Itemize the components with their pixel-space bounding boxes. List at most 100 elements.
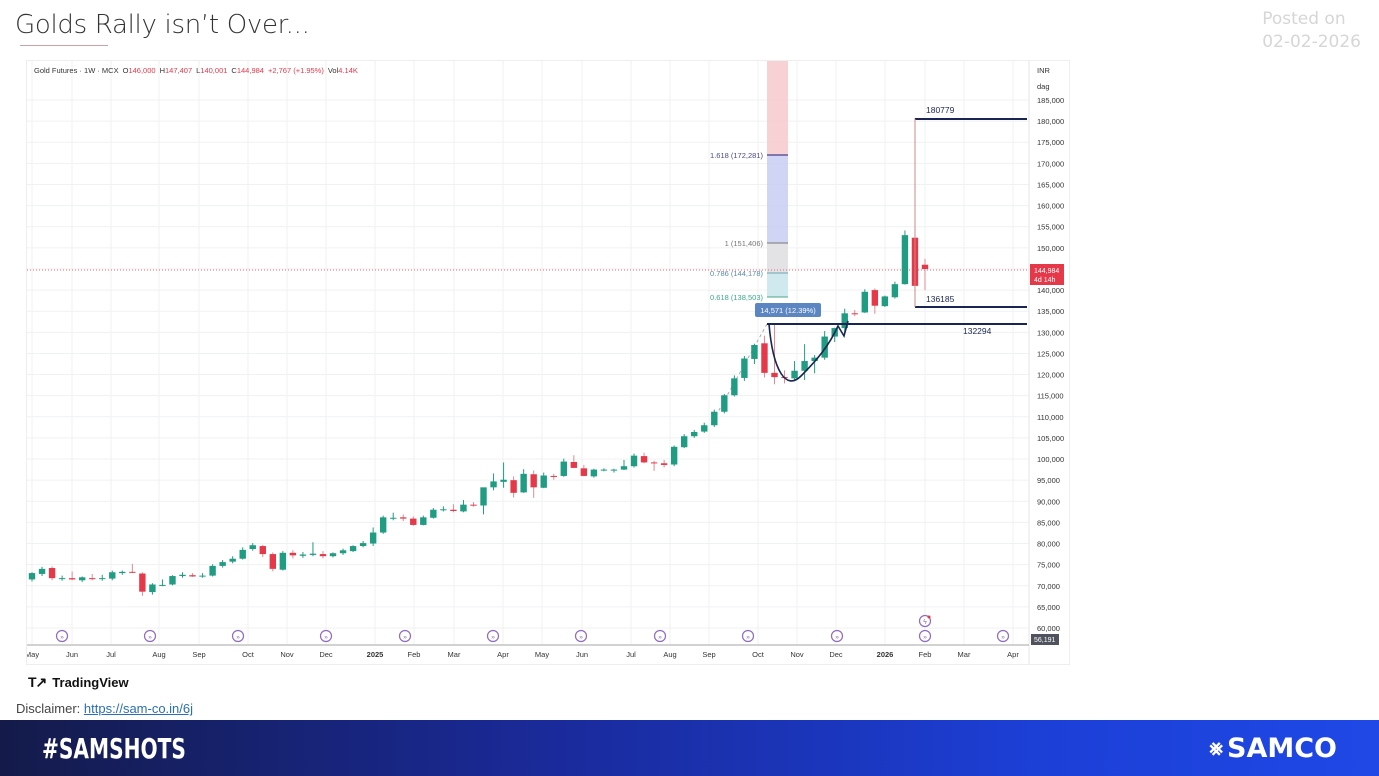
svg-text:155,000: 155,000 xyxy=(1037,223,1064,232)
svg-text:»: » xyxy=(835,634,839,641)
page-title: Golds Rally isn’t Over... xyxy=(15,10,310,40)
tradingview-label: TradingView xyxy=(52,675,129,690)
posted-label: Posted on xyxy=(1262,9,1346,29)
event-marker-icon xyxy=(830,629,844,643)
chart-grid xyxy=(27,61,1029,645)
svg-text:ϟ: ϟ xyxy=(923,619,927,626)
svg-text:Dec: Dec xyxy=(319,650,333,659)
samco-mark-icon: ⨳ xyxy=(1209,736,1224,761)
disclaimer-link[interactable]: https://sam-co.in/6j xyxy=(83,701,194,716)
svg-text:Sep: Sep xyxy=(192,650,205,659)
svg-text:160,000: 160,000 xyxy=(1037,202,1064,211)
footer-banner: #SAMSHOTS ⨳ SAMCO xyxy=(0,720,1379,776)
svg-text:95,000: 95,000 xyxy=(1037,476,1060,485)
svg-text:Jun: Jun xyxy=(576,650,588,659)
svg-text:180,000: 180,000 xyxy=(1037,117,1064,126)
legend-change: +2,767 (+1.95%) xyxy=(268,66,324,75)
legend-open: 146,000 xyxy=(128,66,155,75)
svg-text:Nov: Nov xyxy=(280,650,294,659)
measure-label: 14,571 (12.39%) xyxy=(760,306,816,315)
legend-low: 140,001 xyxy=(200,66,227,75)
svg-text:115,000: 115,000 xyxy=(1037,392,1064,401)
svg-text:75,000: 75,000 xyxy=(1037,561,1060,570)
svg-text:»: » xyxy=(579,634,583,641)
svg-text:May: May xyxy=(535,650,549,659)
svg-text:Mar: Mar xyxy=(448,650,461,659)
svg-text:130,000: 130,000 xyxy=(1037,328,1064,337)
legend-close: 144,984 xyxy=(237,66,264,75)
svg-text:Aug: Aug xyxy=(663,650,676,659)
chart-legend: Gold Futures · 1W · MCX O146,000 H147,407 L… xyxy=(34,66,358,75)
level-mid-label: 136185 xyxy=(926,294,955,304)
svg-text:»: » xyxy=(148,634,152,641)
event-marker-icon xyxy=(55,629,69,643)
lower-price-badge: 56,191 xyxy=(1031,634,1059,645)
time-axis[interactable]: May Jun Jul Aug Sep Oct Nov Dec 2025 Feb Mar Apr May… xyxy=(27,650,1019,659)
svg-text:105,000: 105,000 xyxy=(1037,434,1064,443)
event-marker-icon xyxy=(319,629,333,643)
candlestick-chart[interactable]: Gold Futures · 1W · MCX O146,000 H147,407 L… xyxy=(27,61,1069,664)
event-marker-icon xyxy=(486,629,500,643)
svg-text:80,000: 80,000 xyxy=(1037,540,1060,549)
candles xyxy=(28,117,929,596)
cup-handle-curve xyxy=(768,320,849,382)
fib-0786-label: 0.786 (144,178) xyxy=(710,269,763,278)
event-marker-icon xyxy=(996,629,1010,643)
disclaimer-label: Disclaimer: xyxy=(16,701,81,716)
svg-text:Feb: Feb xyxy=(408,650,421,659)
svg-text:65,000: 65,000 xyxy=(1037,603,1060,612)
svg-text:»: » xyxy=(324,634,328,641)
level-neck-label: 132294 xyxy=(963,326,992,336)
brand-logo: ⨳ SAMCO xyxy=(1209,733,1337,764)
svg-text:144,984: 144,984 xyxy=(1034,268,1059,275)
last-price-badge: 144,984 4d 14h xyxy=(1030,264,1064,285)
fib-extension-tool[interactable]: 1.618 (172,281) 1 (151,406) 0.786 (144,1… xyxy=(710,61,788,302)
svg-text:Jun: Jun xyxy=(66,650,78,659)
svg-text:140,000: 140,000 xyxy=(1037,286,1064,295)
currency-label: INR xyxy=(1037,66,1051,75)
svg-text:60,000: 60,000 xyxy=(1037,624,1060,633)
event-marker-icon xyxy=(918,629,932,643)
price-axis[interactable]: 185,000 180,000 175,000 170,000 165,000 160,0… xyxy=(1037,96,1064,633)
svg-text:Jul: Jul xyxy=(626,650,636,659)
title-underline xyxy=(20,45,108,46)
svg-text:150,000: 150,000 xyxy=(1037,244,1064,253)
svg-text:85,000: 85,000 xyxy=(1037,518,1060,527)
svg-text:Jul: Jul xyxy=(106,650,116,659)
svg-text:May: May xyxy=(27,650,39,659)
svg-text:165,000: 165,000 xyxy=(1037,180,1064,189)
event-marker-icon xyxy=(574,629,588,643)
trend-line xyxy=(712,323,768,422)
level-high-label: 180779 xyxy=(926,105,955,115)
svg-text:170,000: 170,000 xyxy=(1037,159,1064,168)
fib-1618-label: 1.618 (172,281) xyxy=(710,151,763,160)
legend-volume: 4.14K xyxy=(338,66,358,75)
svg-text:Nov: Nov xyxy=(790,650,804,659)
svg-text:90,000: 90,000 xyxy=(1037,497,1060,506)
posted-date-block: Posted on 02-02-2026 xyxy=(1262,8,1361,54)
event-marker-icon xyxy=(398,629,412,643)
svg-text:»: » xyxy=(923,634,927,641)
svg-text:»: » xyxy=(746,634,750,641)
event-markers[interactable]: » » » » » » » » » » » » ϟ xyxy=(55,614,1010,643)
chart-container[interactable]: Gold Futures · 1W · MCX O146,000 H147,407 L… xyxy=(26,60,1070,665)
event-marker-icon xyxy=(143,629,157,643)
svg-text:175,000: 175,000 xyxy=(1037,138,1064,147)
tradingview-logo: T↗ TradingView xyxy=(28,674,129,691)
svg-text:Aug: Aug xyxy=(152,650,165,659)
svg-text:56,191: 56,191 xyxy=(1034,637,1056,644)
footer-hashtag: #SAMSHOTS xyxy=(42,732,186,765)
tradingview-mark-icon: T↗ xyxy=(28,674,47,690)
svg-text:2026: 2026 xyxy=(877,650,894,659)
svg-text:135,000: 135,000 xyxy=(1037,307,1064,316)
svg-text:Feb: Feb xyxy=(919,650,932,659)
svg-text:120,000: 120,000 xyxy=(1037,371,1064,380)
svg-text:Sep: Sep xyxy=(702,650,715,659)
measure-badge[interactable]: 14,571 (12.39%) xyxy=(755,303,821,317)
svg-text:2025: 2025 xyxy=(367,650,384,659)
dividend-marker-icon xyxy=(918,614,932,628)
posted-date: 02-02-2026 xyxy=(1262,32,1361,52)
price-levels[interactable]: 180779 136185 132294 xyxy=(767,105,1027,382)
event-marker-icon xyxy=(741,629,755,643)
